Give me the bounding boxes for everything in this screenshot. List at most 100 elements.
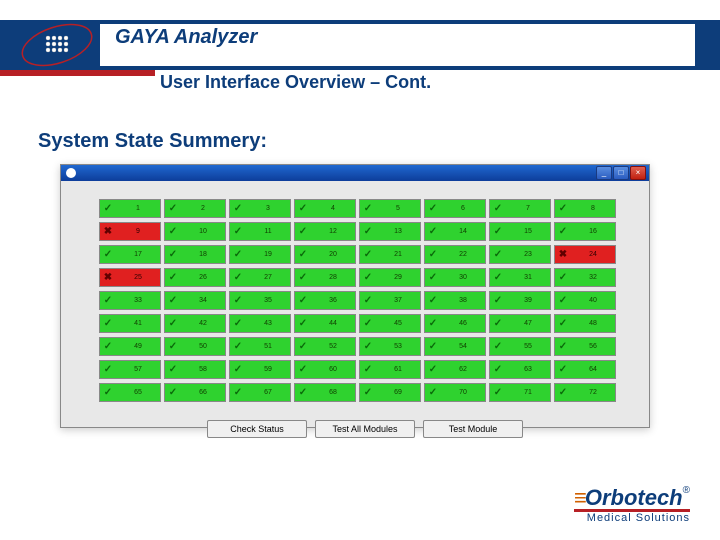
window-titlebar[interactable]: _ □ × bbox=[61, 165, 649, 181]
module-cell-2[interactable]: ✓2 bbox=[164, 199, 226, 218]
module-cell-70[interactable]: ✓70 bbox=[424, 383, 486, 402]
module-cell-50[interactable]: ✓50 bbox=[164, 337, 226, 356]
check-icon: ✓ bbox=[555, 387, 571, 398]
module-cell-45[interactable]: ✓45 bbox=[359, 314, 421, 333]
module-cell-1[interactable]: ✓1 bbox=[99, 199, 161, 218]
module-cell-44[interactable]: ✓44 bbox=[294, 314, 356, 333]
module-cell-33[interactable]: ✓33 bbox=[99, 291, 161, 310]
module-cell-18[interactable]: ✓18 bbox=[164, 245, 226, 264]
module-cell-3[interactable]: ✓3 bbox=[229, 199, 291, 218]
module-cell-65[interactable]: ✓65 bbox=[99, 383, 161, 402]
module-cell-52[interactable]: ✓52 bbox=[294, 337, 356, 356]
module-cell-23[interactable]: ✓23 bbox=[489, 245, 551, 264]
module-number: 38 bbox=[441, 297, 485, 304]
module-cell-34[interactable]: ✓34 bbox=[164, 291, 226, 310]
module-cell-56[interactable]: ✓56 bbox=[554, 337, 616, 356]
module-number: 9 bbox=[116, 228, 160, 235]
module-cell-15[interactable]: ✓15 bbox=[489, 222, 551, 241]
close-button[interactable]: × bbox=[630, 166, 646, 180]
module-cell-43[interactable]: ✓43 bbox=[229, 314, 291, 333]
module-cell-40[interactable]: ✓40 bbox=[554, 291, 616, 310]
fail-icon: ✖ bbox=[100, 272, 116, 283]
module-cell-68[interactable]: ✓68 bbox=[294, 383, 356, 402]
module-cell-17[interactable]: ✓17 bbox=[99, 245, 161, 264]
module-cell-48[interactable]: ✓48 bbox=[554, 314, 616, 333]
module-cell-10[interactable]: ✓10 bbox=[164, 222, 226, 241]
module-cell-54[interactable]: ✓54 bbox=[424, 337, 486, 356]
module-cell-32[interactable]: ✓32 bbox=[554, 268, 616, 287]
module-cell-24[interactable]: ✖24 bbox=[554, 245, 616, 264]
brand-registered: ® bbox=[683, 485, 690, 496]
check-icon: ✓ bbox=[230, 364, 246, 375]
module-cell-42[interactable]: ✓42 bbox=[164, 314, 226, 333]
check-status-button[interactable]: Check Status bbox=[207, 420, 307, 438]
module-cell-30[interactable]: ✓30 bbox=[424, 268, 486, 287]
check-icon: ✓ bbox=[490, 203, 506, 214]
module-cell-51[interactable]: ✓51 bbox=[229, 337, 291, 356]
module-cell-27[interactable]: ✓27 bbox=[229, 268, 291, 287]
module-cell-25[interactable]: ✖25 bbox=[99, 268, 161, 287]
module-cell-6[interactable]: ✓6 bbox=[424, 199, 486, 218]
module-cell-28[interactable]: ✓28 bbox=[294, 268, 356, 287]
module-number: 27 bbox=[246, 274, 290, 281]
maximize-button[interactable]: □ bbox=[613, 166, 629, 180]
module-cell-4[interactable]: ✓4 bbox=[294, 199, 356, 218]
module-number: 39 bbox=[506, 297, 550, 304]
check-icon: ✓ bbox=[165, 318, 181, 329]
module-cell-5[interactable]: ✓5 bbox=[359, 199, 421, 218]
module-cell-47[interactable]: ✓47 bbox=[489, 314, 551, 333]
check-icon: ✓ bbox=[425, 295, 441, 306]
check-icon: ✓ bbox=[555, 226, 571, 237]
module-number: 22 bbox=[441, 251, 485, 258]
module-cell-8[interactable]: ✓8 bbox=[554, 199, 616, 218]
module-cell-72[interactable]: ✓72 bbox=[554, 383, 616, 402]
test-module-button[interactable]: Test Module bbox=[423, 420, 523, 438]
module-cell-64[interactable]: ✓64 bbox=[554, 360, 616, 379]
module-cell-35[interactable]: ✓35 bbox=[229, 291, 291, 310]
module-cell-53[interactable]: ✓53 bbox=[359, 337, 421, 356]
module-cell-19[interactable]: ✓19 bbox=[229, 245, 291, 264]
module-cell-63[interactable]: ✓63 bbox=[489, 360, 551, 379]
module-number: 56 bbox=[571, 343, 615, 350]
module-cell-58[interactable]: ✓58 bbox=[164, 360, 226, 379]
module-cell-16[interactable]: ✓16 bbox=[554, 222, 616, 241]
module-cell-12[interactable]: ✓12 bbox=[294, 222, 356, 241]
module-number: 49 bbox=[116, 343, 160, 350]
module-cell-61[interactable]: ✓61 bbox=[359, 360, 421, 379]
module-cell-39[interactable]: ✓39 bbox=[489, 291, 551, 310]
module-cell-20[interactable]: ✓20 bbox=[294, 245, 356, 264]
check-icon: ✓ bbox=[555, 272, 571, 283]
check-icon: ✓ bbox=[555, 364, 571, 375]
test-all-modules-button[interactable]: Test All Modules bbox=[315, 420, 415, 438]
module-cell-31[interactable]: ✓31 bbox=[489, 268, 551, 287]
module-cell-29[interactable]: ✓29 bbox=[359, 268, 421, 287]
module-cell-26[interactable]: ✓26 bbox=[164, 268, 226, 287]
module-cell-22[interactable]: ✓22 bbox=[424, 245, 486, 264]
module-cell-46[interactable]: ✓46 bbox=[424, 314, 486, 333]
module-cell-49[interactable]: ✓49 bbox=[99, 337, 161, 356]
check-icon: ✓ bbox=[100, 341, 116, 352]
module-cell-21[interactable]: ✓21 bbox=[359, 245, 421, 264]
module-cell-57[interactable]: ✓57 bbox=[99, 360, 161, 379]
minimize-button[interactable]: _ bbox=[596, 166, 612, 180]
module-cell-37[interactable]: ✓37 bbox=[359, 291, 421, 310]
module-cell-36[interactable]: ✓36 bbox=[294, 291, 356, 310]
module-cell-71[interactable]: ✓71 bbox=[489, 383, 551, 402]
module-cell-62[interactable]: ✓62 bbox=[424, 360, 486, 379]
module-cell-38[interactable]: ✓38 bbox=[424, 291, 486, 310]
module-cell-9[interactable]: ✖9 bbox=[99, 222, 161, 241]
module-cell-60[interactable]: ✓60 bbox=[294, 360, 356, 379]
module-cell-7[interactable]: ✓7 bbox=[489, 199, 551, 218]
module-cell-11[interactable]: ✓11 bbox=[229, 222, 291, 241]
module-cell-55[interactable]: ✓55 bbox=[489, 337, 551, 356]
module-cell-14[interactable]: ✓14 bbox=[424, 222, 486, 241]
check-icon: ✓ bbox=[360, 364, 376, 375]
module-cell-67[interactable]: ✓67 bbox=[229, 383, 291, 402]
section-heading: System State Summery: bbox=[38, 130, 267, 153]
module-cell-66[interactable]: ✓66 bbox=[164, 383, 226, 402]
module-cell-41[interactable]: ✓41 bbox=[99, 314, 161, 333]
module-cell-69[interactable]: ✓69 bbox=[359, 383, 421, 402]
module-number: 26 bbox=[181, 274, 225, 281]
module-cell-59[interactable]: ✓59 bbox=[229, 360, 291, 379]
module-cell-13[interactable]: ✓13 bbox=[359, 222, 421, 241]
